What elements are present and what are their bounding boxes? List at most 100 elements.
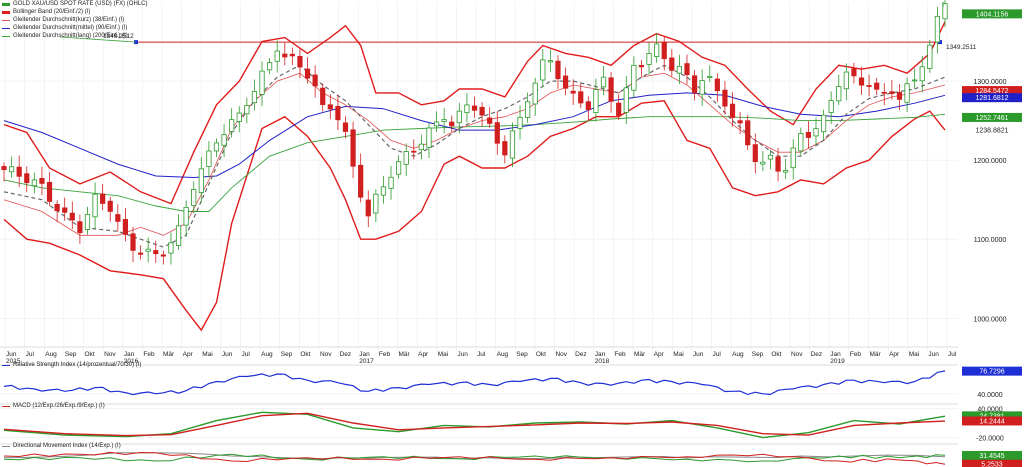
x-tick-label: Jan bbox=[595, 351, 606, 358]
x-tick-label: Okt bbox=[84, 351, 94, 358]
candle bbox=[866, 85, 872, 87]
candle bbox=[608, 77, 614, 102]
x-tick-label: Mai bbox=[673, 351, 683, 358]
candle bbox=[851, 68, 857, 77]
legend-item-ma-short: Gleitender Durchschnitt(kurz) (38/Einf.)… bbox=[2, 17, 124, 23]
candle bbox=[661, 41, 667, 60]
macd-value-badge: 14.2444 bbox=[962, 416, 1022, 426]
candle bbox=[578, 91, 584, 104]
x-tick-label: Mai bbox=[909, 351, 919, 358]
candle bbox=[92, 193, 98, 218]
candle bbox=[274, 50, 280, 62]
candle bbox=[320, 87, 326, 105]
x-year-label: 2018 bbox=[595, 358, 610, 365]
candle bbox=[107, 200, 113, 212]
legend-leader-line bbox=[59, 36, 137, 43]
candle bbox=[487, 117, 493, 124]
candle bbox=[889, 91, 895, 94]
x-tick-label: Jul bbox=[712, 351, 721, 358]
x-tick-label: Okt bbox=[536, 351, 546, 358]
candle bbox=[555, 60, 561, 80]
x-tick-label: Sep bbox=[65, 351, 77, 358]
candle bbox=[669, 57, 675, 71]
x-tick-label: Aug bbox=[497, 351, 509, 358]
candle bbox=[168, 242, 174, 254]
x-tick-label: Jan bbox=[124, 351, 135, 358]
x-tick-label: Nov bbox=[555, 351, 567, 358]
candle bbox=[676, 66, 682, 74]
line-icon bbox=[2, 364, 10, 366]
value-badge: 1238.8821 bbox=[961, 125, 1023, 136]
candle bbox=[790, 147, 796, 169]
x-tick-label: Jun bbox=[6, 351, 17, 358]
rsi-value-badge: 76.7296 bbox=[962, 366, 1022, 376]
candle bbox=[426, 127, 432, 148]
y-tick-label: 1000.0000 bbox=[973, 316, 1006, 323]
badge-label: 31.4545 bbox=[979, 453, 1004, 460]
x-tick-label: Mai bbox=[202, 351, 212, 358]
x-tick-label: Mär bbox=[398, 351, 410, 358]
x-year-label: 2017 bbox=[359, 358, 374, 365]
candle bbox=[433, 121, 440, 127]
legend-item-bollinger: Bollinger Band (20/Einf./2) (I) bbox=[2, 9, 90, 15]
candle bbox=[745, 120, 751, 146]
macd-tick-label: 40.0000 bbox=[977, 406, 1002, 413]
x-tick-label: Jun bbox=[928, 351, 939, 358]
candle bbox=[183, 206, 189, 226]
candle bbox=[881, 91, 887, 94]
x-year-label: 2015 bbox=[6, 358, 21, 365]
line-icon bbox=[2, 27, 10, 29]
candle bbox=[775, 156, 781, 172]
candle bbox=[8, 166, 15, 173]
candle bbox=[327, 104, 333, 110]
candle bbox=[525, 101, 531, 118]
line-icon bbox=[2, 35, 10, 37]
macd-tick-label: -20.0000 bbox=[976, 436, 1004, 443]
candle bbox=[699, 80, 705, 95]
candle bbox=[153, 250, 159, 255]
candle bbox=[130, 233, 136, 251]
x-tick-label: Dez bbox=[575, 351, 587, 358]
candle bbox=[600, 76, 607, 88]
x-tick-label: Dez bbox=[811, 351, 823, 358]
candle bbox=[297, 55, 303, 68]
candle bbox=[540, 59, 546, 81]
candle bbox=[137, 252, 144, 255]
badge-label: 1238.8821 bbox=[975, 128, 1008, 135]
band-icon bbox=[2, 10, 10, 14]
candle bbox=[373, 193, 379, 214]
badge-label: 1281.6812 bbox=[975, 95, 1008, 102]
candle bbox=[646, 53, 652, 65]
candle bbox=[783, 170, 789, 173]
badge-label: 76.7296 bbox=[979, 369, 1004, 376]
candle bbox=[282, 53, 288, 58]
candle bbox=[858, 77, 865, 86]
candle bbox=[122, 219, 129, 235]
x-tick-label: Nov bbox=[104, 351, 116, 358]
legend-item-price: GOLD XAU/USD SPOT RATE (USD) (FX) (OHLC) bbox=[2, 1, 147, 7]
candle bbox=[502, 141, 508, 156]
x-tick-label: Okt bbox=[300, 351, 310, 358]
candle bbox=[221, 134, 227, 146]
candle bbox=[729, 103, 736, 118]
value-badge: 1281.6812 bbox=[962, 93, 1022, 103]
candle bbox=[707, 75, 713, 78]
candle bbox=[213, 142, 220, 152]
candle bbox=[198, 168, 204, 193]
candle bbox=[919, 66, 925, 82]
x-tick-label: Apr bbox=[183, 351, 194, 358]
x-tick-label: Dez bbox=[340, 351, 352, 358]
candle bbox=[191, 188, 197, 206]
x-year-label: 2016 bbox=[124, 358, 139, 365]
candle bbox=[229, 119, 235, 132]
candle bbox=[927, 44, 933, 69]
line-icon bbox=[2, 405, 10, 407]
bollinger-lower-line bbox=[3, 100, 946, 332]
x-tick-label: Feb bbox=[850, 351, 862, 358]
y-tick-label: 1300.0000 bbox=[973, 79, 1006, 86]
candle bbox=[638, 64, 645, 68]
x-tick-label: Jul bbox=[477, 351, 486, 358]
x-tick-label: Apr bbox=[654, 351, 665, 358]
candle bbox=[517, 116, 523, 129]
dmi-value-badge: 31.4545 bbox=[962, 451, 1022, 460]
